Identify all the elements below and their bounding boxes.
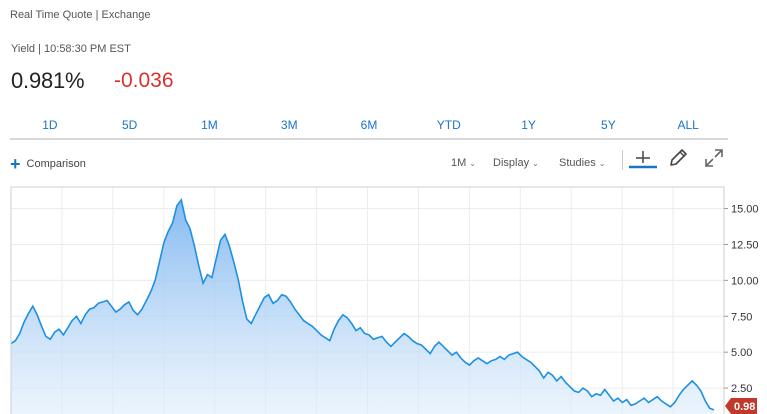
tab-5y[interactable]: 5Y	[601, 118, 616, 132]
last-value-badge: 0.98	[725, 398, 757, 414]
expand-icon	[705, 149, 723, 167]
chevron-down-icon: ⌄	[598, 159, 606, 168]
interval-label: 1M	[451, 157, 467, 169]
tab-1d[interactable]: 1D	[42, 118, 58, 132]
tab-all[interactable]: ALL	[677, 118, 699, 132]
crosshair-icon	[629, 151, 657, 169]
price-line	[10, 198, 715, 411]
crosshair-tool-button[interactable]	[628, 148, 658, 170]
last-value-label: 0.98	[734, 401, 755, 413]
chevron-down-icon: ⌄	[532, 159, 539, 168]
interval-dropdown[interactable]: 1M ⌄	[451, 157, 476, 169]
comparison-button[interactable]: + Comparison	[10, 154, 86, 174]
header-divider	[0, 0, 767, 4]
toolbar-divider	[622, 150, 623, 170]
y-axis: 15.00 12.50 10.00 7.50 5.00 2.50	[724, 204, 759, 395]
last-price: 0.981%	[11, 68, 85, 93]
display-dropdown[interactable]: Display ⌄	[493, 157, 539, 169]
quote-timestamp: Yield | 10:58:30 PM EST	[11, 43, 131, 55]
quote-source: Real Time Quote | Exchange	[10, 9, 151, 21]
pencil-icon	[670, 149, 687, 166]
display-label: Display	[493, 157, 530, 169]
plot-frame	[10, 186, 725, 414]
tab-ytd[interactable]: YTD	[436, 118, 461, 132]
chart-grid	[11, 187, 724, 414]
tab-1m[interactable]: 1M	[201, 118, 218, 132]
price-change: -0.036	[114, 69, 174, 92]
comparison-label: Comparison	[26, 158, 86, 170]
fullscreen-button[interactable]	[703, 147, 725, 169]
tab-6m[interactable]: 6M	[360, 118, 378, 132]
range-tabs: 1D 5D 1M 3M 6M YTD 1Y 5Y ALL	[10, 113, 728, 140]
y-tick-label: 12.50	[731, 239, 759, 251]
y-tick-label: 5.00	[731, 347, 752, 359]
chevron-down-icon: ⌄	[469, 159, 476, 168]
studies-dropdown[interactable]: Studies ⌄	[559, 157, 605, 169]
y-tick-label: 15.00	[731, 204, 759, 216]
y-tick-label: 7.50	[731, 311, 752, 323]
last-value-marker	[725, 398, 757, 414]
y-tick-label: 2.50	[731, 383, 752, 395]
tab-5d[interactable]: 5D	[122, 118, 138, 132]
y-tick-label: 10.00	[731, 275, 759, 287]
draw-tool-button[interactable]	[667, 147, 689, 169]
plus-icon: +	[10, 154, 21, 174]
studies-label: Studies	[559, 157, 596, 169]
tab-3m[interactable]: 3M	[280, 118, 298, 132]
tab-1y[interactable]: 1Y	[521, 118, 536, 132]
price-area	[11, 199, 714, 414]
price-chart[interactable]: 15.00 12.50 10.00 7.50 5.00 2.50 0.98	[0, 184, 767, 414]
